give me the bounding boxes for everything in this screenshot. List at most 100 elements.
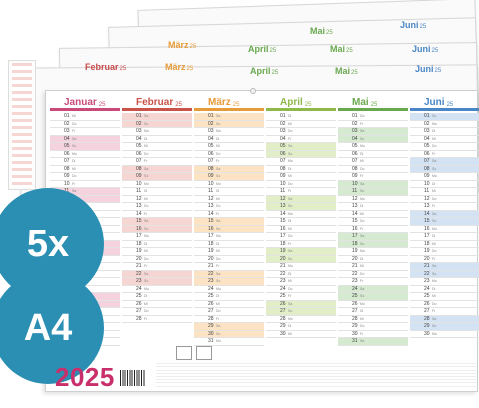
day-weekday: Do — [288, 286, 293, 291]
day-weekday: Sa — [432, 264, 437, 268]
day-row: 05 Mi — [122, 143, 192, 151]
day-weekday: Fr — [216, 264, 220, 268]
month-name: Februar — [136, 97, 174, 108]
day-row: 22 So — [410, 270, 479, 278]
day-row: 15 Sa — [194, 218, 264, 226]
day-number: 06 — [64, 150, 70, 157]
day-number: 23 — [424, 278, 430, 284]
day-weekday: Do — [360, 271, 365, 276]
day-weekday: Sa — [288, 144, 293, 148]
day-weekday: Di — [144, 294, 148, 298]
day-number: 17 — [352, 233, 358, 239]
day-number: 21 — [208, 263, 214, 269]
day-row: 23 So — [194, 278, 264, 286]
day-row: 18 Mi — [410, 240, 479, 248]
month-header: Januar 25 — [50, 95, 120, 111]
day-row: 24 Do — [266, 286, 336, 293]
day-row: 16 Mi — [266, 226, 336, 233]
back-header-maerz-2: März25 — [165, 62, 194, 72]
day-number: 15 — [424, 218, 430, 224]
day-weekday: Mo — [288, 159, 293, 163]
day-number: 14 — [352, 210, 358, 217]
day-weekday: Di — [360, 204, 364, 208]
day-row: 13 Do — [194, 203, 264, 211]
day-weekday: So — [72, 144, 77, 148]
day-number: 22 — [352, 270, 358, 277]
day-row: 15 So — [410, 218, 479, 226]
day-row: 01 Di — [266, 113, 336, 121]
day-weekday: So — [432, 114, 437, 118]
day-weekday: Mo — [360, 144, 365, 148]
day-number: 24 — [424, 285, 430, 292]
day-row: 03 Mo — [122, 128, 192, 136]
day-number: 07 — [64, 158, 70, 164]
day-weekday: Sa — [144, 166, 149, 171]
day-row: 02 Fr — [338, 121, 408, 128]
day-row: 12 Mo — [338, 196, 408, 203]
day-row: 12 Sa — [266, 195, 336, 203]
day-row: 13 Fr — [410, 203, 479, 211]
day-number: 05 — [280, 143, 286, 149]
day-number: 03 — [208, 128, 214, 134]
day-weekday: Mi — [216, 196, 220, 201]
day-number: 28 — [280, 315, 286, 322]
day-number: 28 — [208, 315, 214, 322]
day-row: 19 Do — [410, 248, 479, 256]
haefft-logo — [196, 346, 212, 360]
day-weekday: Fr — [432, 151, 436, 156]
day-number: 06 — [208, 150, 214, 157]
day-weekday: Fr — [72, 129, 76, 133]
day-row: 14 Mo — [266, 210, 336, 218]
day-row: 20 So — [266, 255, 336, 263]
day-number: 18 — [424, 240, 430, 247]
day-weekday: Mo — [216, 234, 221, 238]
day-weekday: Mo — [216, 286, 221, 291]
day-number: 01 — [280, 113, 286, 119]
day-weekday: So — [144, 121, 149, 126]
day-weekday: Sa — [360, 286, 365, 291]
day-weekday: So — [144, 226, 149, 231]
day-number: 30 — [280, 330, 286, 337]
day-number: 01 — [352, 113, 358, 119]
back-header-mai-3: Mai25 — [335, 66, 358, 76]
day-number: 10 — [136, 180, 142, 187]
day-number: 23 — [136, 278, 142, 284]
day-row: 12 Mi — [122, 196, 192, 203]
day-number: 14 — [280, 210, 286, 217]
day-row: 12 Do — [410, 196, 479, 203]
day-row: 27 Di — [338, 308, 408, 316]
day-row: 10 Mo — [194, 181, 264, 188]
day-row: 24 Mo — [194, 286, 264, 293]
day-row: 06 Mo — [50, 150, 120, 158]
day-weekday: So — [288, 204, 293, 208]
day-weekday: Di — [288, 324, 292, 328]
day-number: 29 — [424, 323, 430, 329]
day-number: 01 — [136, 113, 142, 119]
day-weekday: Sa — [216, 219, 221, 223]
day-row: 03 Do — [266, 128, 336, 136]
day-weekday: Mi — [216, 249, 220, 253]
day-weekday: So — [432, 219, 437, 223]
day-row: 09 Mo — [410, 173, 479, 181]
day-weekday: Fr — [288, 294, 292, 298]
day-weekday: Do — [432, 249, 437, 253]
day-row: 30 Mo — [410, 331, 479, 338]
day-row: 25 So — [338, 293, 408, 301]
month-year: 25 — [232, 102, 240, 108]
day-weekday: Mo — [216, 129, 221, 133]
day-weekday: Mi — [432, 189, 436, 193]
day-number: 29 — [208, 323, 214, 329]
day-weekday: Sa — [144, 114, 149, 118]
day-number: 18 — [136, 240, 142, 247]
day-row: 10 Do — [266, 181, 336, 188]
day-row: 02 So — [194, 120, 264, 128]
day-weekday: Fr — [288, 241, 292, 246]
month-header: Februar 25 — [122, 95, 192, 111]
day-row: 08 Di — [266, 166, 336, 173]
day-weekday: So — [288, 309, 293, 313]
day-number: 06 — [352, 150, 358, 157]
barcode — [120, 370, 145, 386]
day-number: 24 — [352, 285, 358, 292]
day-row: 02 Mi — [266, 121, 336, 128]
day-number: 31 — [352, 338, 358, 344]
